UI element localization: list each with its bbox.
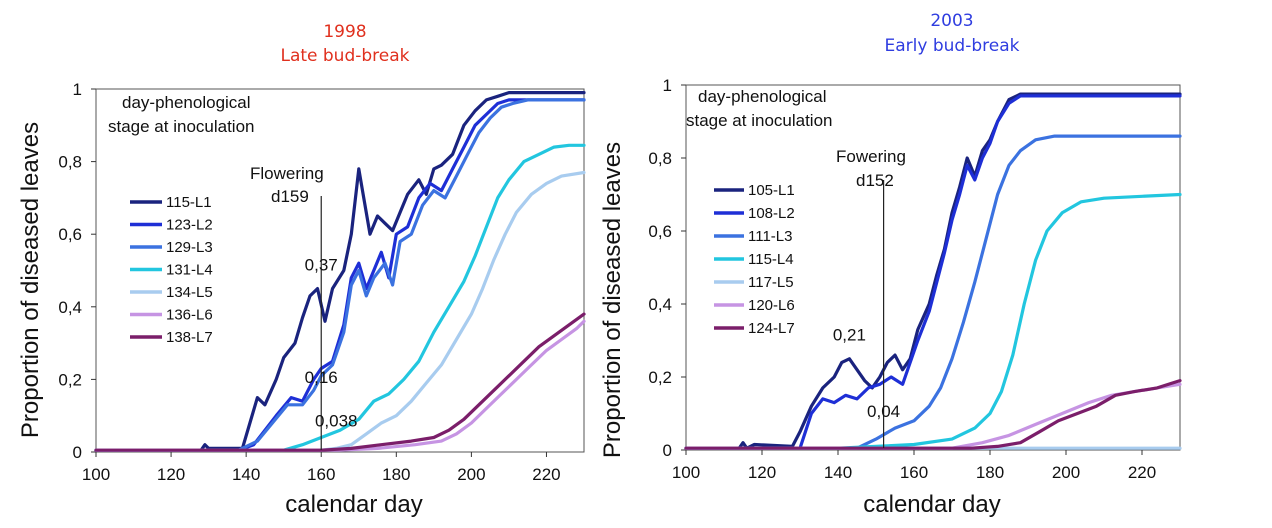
chart-1998-flowering-day: d159: [271, 187, 309, 206]
chart-2003-y-tick-label-0-2: 0,2: [648, 368, 672, 387]
chart-2003-legend-label-117-l5: 117-L5: [748, 274, 794, 291]
chart-2003-plot-area: [685, 84, 1181, 451]
chart-2003-y-tick-label-0-4: 0,4: [648, 295, 672, 314]
chart-1998-legend-label-136-l6: 136-L6: [166, 307, 213, 324]
chart-2003-legend-label-115-l4: 115-L4: [748, 251, 794, 268]
chart-2003-annotation-0-04: 0,04: [867, 402, 900, 421]
chart-1998: 1998 Late bud-break calendar day Proport…: [17, 22, 586, 518]
chart-2003-annotation-0-21: 0,21: [833, 326, 866, 345]
chart-1998-legend-label-123-l2: 123-L2: [166, 217, 213, 234]
chart-1998-legend-title-line-1: day-phenological: [122, 93, 251, 112]
chart-2003-x-tick-label-160: 160: [900, 463, 928, 482]
chart-2003-legend-title-line-1: day-phenological: [698, 87, 827, 106]
chart-2003-x-tick-label-100: 100: [672, 463, 700, 482]
chart-1998-series-134-l5: [94, 170, 586, 452]
chart-2003-ticks: 100 120 140 160 180 200 220 0 0,2 0,4 0,6 0,8 1: [648, 76, 1156, 482]
chart-2003-series-124-l7: [684, 379, 1182, 450]
chart-2003-y-axis-label: Proportion of diseased leaves: [599, 142, 626, 458]
chart-1998-y-axis-label: Proportion of diseased leaves: [17, 122, 44, 438]
chart-1998-series-115-l1: [94, 91, 586, 452]
chart-1998-y-tick-label-0-4: 0,4: [58, 298, 82, 317]
chart-1998-annotation-0-038: 0,038: [315, 412, 358, 431]
chart-1998-lines: [94, 91, 586, 452]
chart-1998-y-tick-label-0-2: 0,2: [58, 370, 82, 389]
chart-1998-legend: 115-L1 123-L2 129-L3 131-L4 134-L5 136-L6 138-…: [130, 194, 213, 346]
chart-2003-x-tick-label-140: 140: [824, 463, 852, 482]
chart-1998-legend-label-138-l7: 138-L7: [166, 329, 213, 346]
chart-2003-y-tick-label-0: 0: [663, 441, 672, 460]
chart-1998-series-123-l2: [94, 98, 586, 452]
chart-2003-legend-label-120-l6: 120-L6: [748, 297, 795, 314]
chart-1998-series-138-l7: [94, 312, 586, 452]
chart-1998-flowering-label: Flowering: [250, 164, 324, 183]
chart-2003-legend-title-line-2: stage at inoculation: [686, 111, 833, 130]
chart-1998-legend-label-115-l1: 115-L1: [166, 194, 212, 211]
chart-2003-y-tick-label-0-8: 0,8: [648, 149, 672, 168]
chart-1998-legend-label-131-l4: 131-L4: [166, 262, 213, 279]
chart-2003-legend: 105-L1 108-L2 111-L3 115-L4 117-L5 120-L6 124-…: [714, 182, 795, 337]
chart-1998-x-tick-label-220: 220: [532, 465, 560, 484]
chart-1998-series-129-l3: [94, 98, 586, 452]
chart-2003-series-111-l3: [684, 134, 1182, 450]
chart-1998-y-tick-label-0-8: 0,8: [58, 153, 82, 172]
chart-1998-legend-label-129-l3: 129-L3: [166, 239, 213, 256]
chart-1998-x-tick-label-180: 180: [382, 465, 410, 484]
chart-1998-legend-title-line-2: stage at inoculation: [108, 117, 255, 136]
chart-2003-x-tick-label-220: 220: [1128, 463, 1156, 482]
chart-1998-series-131-l4: [94, 143, 586, 452]
chart-2003-series-120-l6: [684, 382, 1182, 450]
chart-1998-x-tick-label-140: 140: [232, 465, 260, 484]
chart-1998-series-136-l6: [94, 319, 586, 452]
chart-2003-legend-label-124-l7: 124-L7: [748, 320, 795, 337]
chart-1998-plot-area: [95, 88, 585, 453]
chart-1998-y-tick-label-0: 0: [73, 443, 82, 462]
chart-2003-y-tick-label-1: 1: [663, 76, 672, 95]
chart-2003-annotations: 0,21 0,04: [833, 326, 900, 422]
chart-2003-legend-label-111-l3: 111-L3: [748, 228, 792, 245]
chart-2003-x-tick-label-120: 120: [748, 463, 776, 482]
chart-2003-series-105-l1: [684, 92, 1182, 450]
chart-1998-x-axis-label: calendar day: [285, 491, 422, 518]
chart-1998-x-tick-label-200: 200: [457, 465, 485, 484]
chart-1998-x-tick-label-120: 120: [157, 465, 185, 484]
chart-2003-series-115-l4: [684, 192, 1182, 450]
chart-2003: 2003 Early bud-break calendar day Propor…: [599, 11, 1182, 518]
chart-1998-annotation-0-16: 0,16: [305, 368, 338, 387]
chart-2003-y-tick-label-0-6: 0,6: [648, 222, 672, 241]
chart-2003-legend-label-108-l2: 108-L2: [748, 205, 795, 222]
chart-1998-title: 1998: [323, 22, 366, 42]
chart-2003-title: 2003: [930, 11, 973, 31]
chart-1998-x-tick-label-160: 160: [307, 465, 335, 484]
chart-1998-annotation-0-37: 0,37: [305, 256, 338, 275]
chart-2003-lines: [684, 92, 1182, 450]
chart-1998-subtitle: Late bud-break: [280, 46, 409, 66]
chart-2003-subtitle: Early bud-break: [885, 36, 1020, 56]
chart-2003-flowering-day: d152: [856, 171, 894, 190]
chart-1998-legend-label-134-l5: 134-L5: [166, 284, 213, 301]
chart-2003-flowering-label: Fowering: [836, 147, 906, 166]
chart-2003-legend-label-105-l1: 105-L1: [748, 182, 795, 199]
chart-1998-y-tick-label-1: 1: [73, 80, 82, 99]
chart-1998-y-tick-label-0-6: 0,6: [58, 225, 82, 244]
chart-1998-ticks: 100 120 140 160 180 200 220 0 0,2 0,4 0,6 0,8 1: [58, 80, 560, 484]
chart-1998-annotations: 0,37 0,16 0,038: [305, 256, 358, 431]
chart-2003-series-108-l2: [684, 94, 1182, 450]
chart-2003-x-axis-label: calendar day: [863, 491, 1000, 518]
chart-2003-x-tick-label-180: 180: [976, 463, 1004, 482]
chart-2003-x-tick-label-200: 200: [1052, 463, 1080, 482]
chart-1998-x-tick-label-100: 100: [82, 465, 110, 484]
